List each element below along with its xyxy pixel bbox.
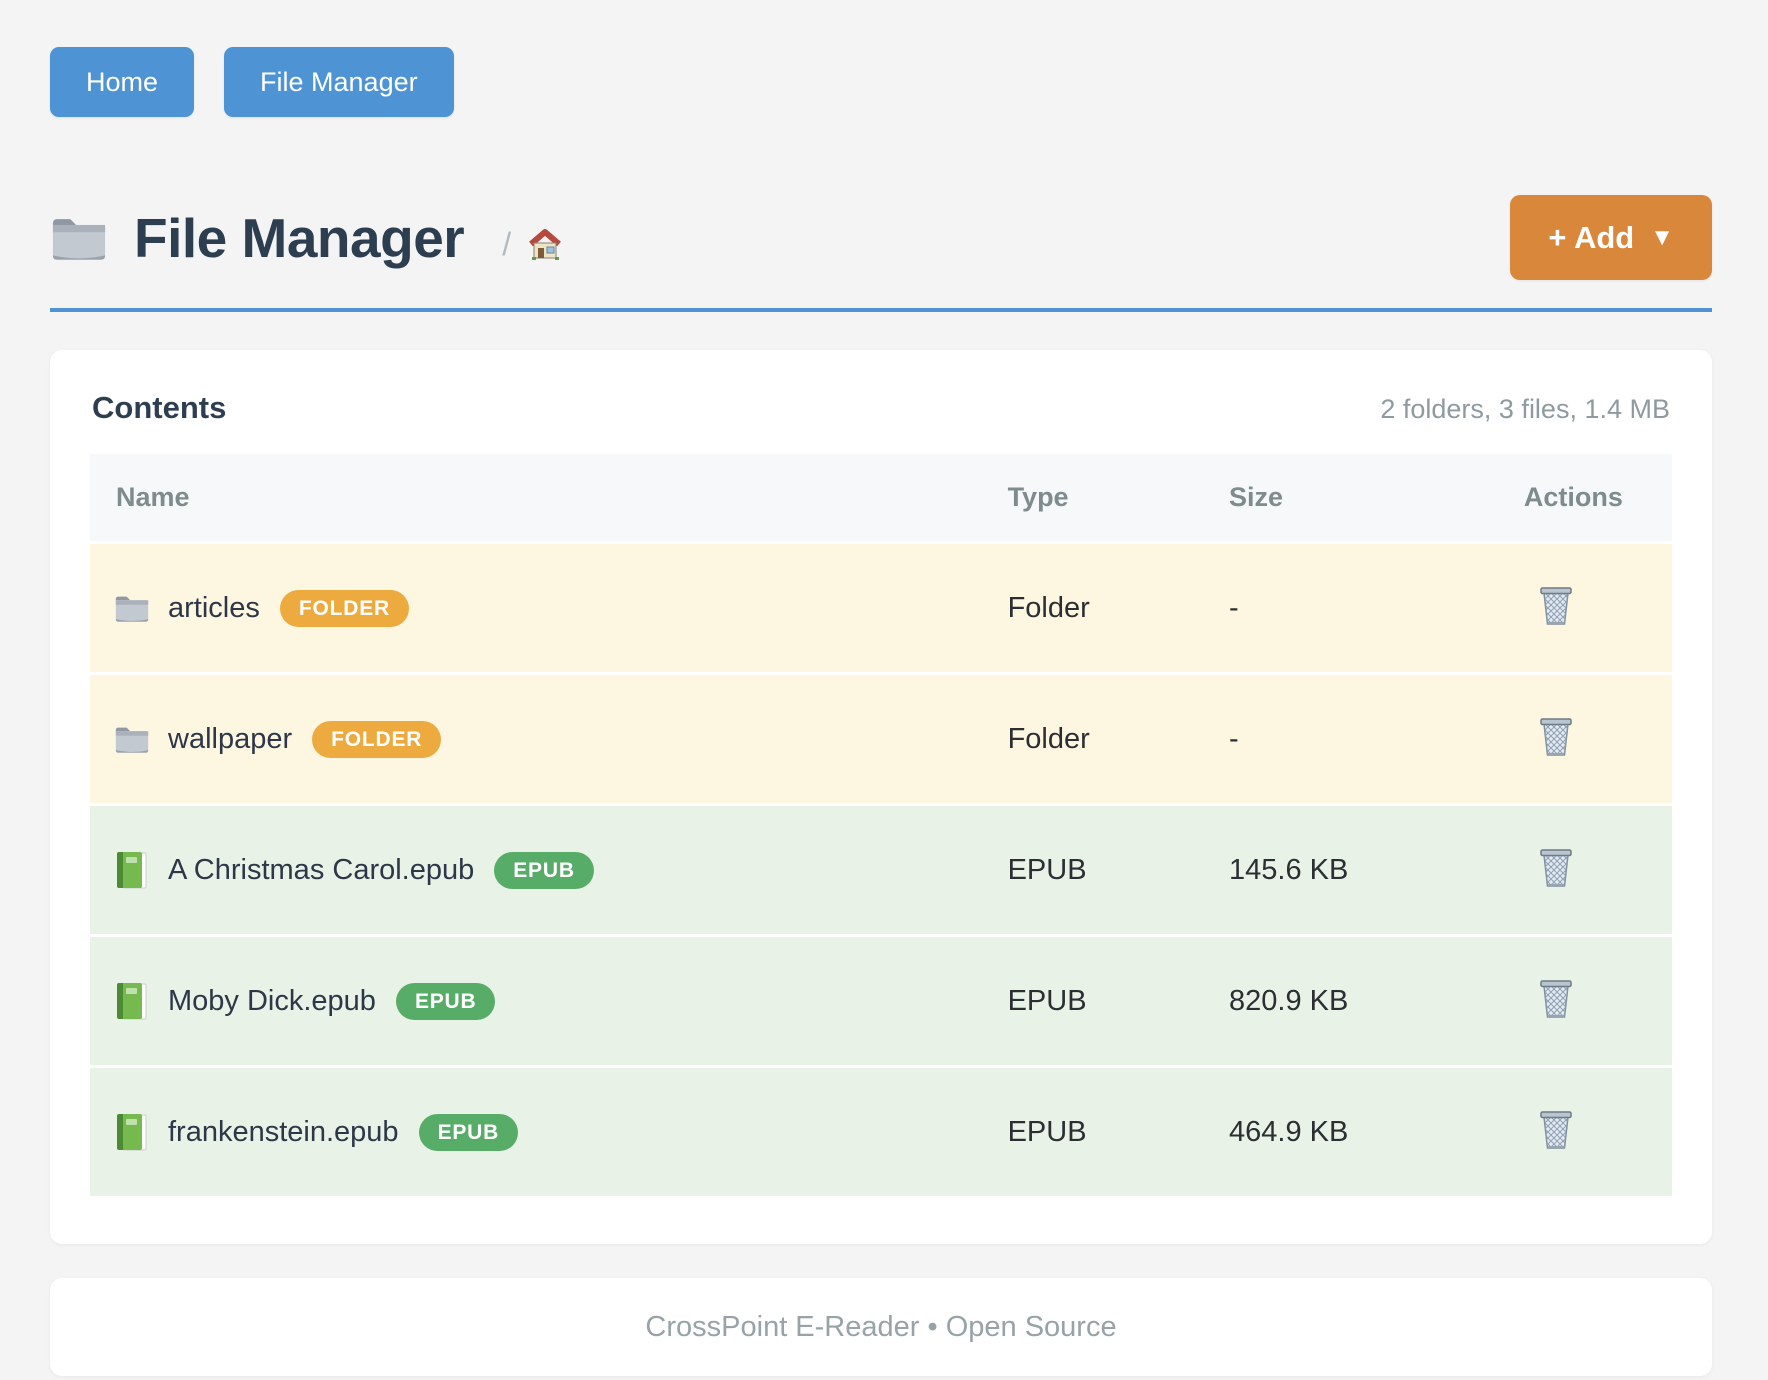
file-table: Name Type Size Actions articles FOLDER F…	[90, 454, 1672, 1196]
table-row[interactable]: articles FOLDER Folder -	[90, 542, 1672, 674]
breadcrumb-separator: /	[502, 226, 512, 262]
folder-icon	[50, 213, 108, 263]
top-nav: Home File Manager	[50, 47, 1712, 117]
file-name: Moby Dick.epub	[168, 984, 376, 1017]
type-badge: EPUB	[418, 1113, 519, 1151]
delete-button[interactable]	[1532, 973, 1580, 1025]
file-name: wallpaper	[168, 722, 293, 755]
delete-button[interactable]	[1532, 580, 1580, 632]
table-row[interactable]: A Christmas Carol.epub EPUB EPUB 145.6 K…	[90, 804, 1672, 936]
type-cell: Folder	[1007, 722, 1090, 755]
file-table-header: Name Type Size Actions	[90, 454, 1672, 543]
table-row[interactable]: Moby Dick.epub EPUB EPUB 820.9 KB	[90, 935, 1672, 1067]
folder-icon	[114, 720, 150, 758]
contents-summary: 2 folders, 3 files, 1.4 MB	[1380, 394, 1670, 424]
size-cell: 820.9 KB	[1229, 984, 1349, 1017]
name-cell: wallpaper FOLDER	[90, 674, 1008, 805]
type-cell: EPUB	[1007, 853, 1087, 886]
type-cell: EPUB	[1007, 1115, 1087, 1148]
table-body: articles FOLDER Folder -	[90, 542, 1672, 1197]
file-name: frankenstein.epub	[168, 1115, 399, 1148]
contents-card: Contents 2 folders, 3 files, 1.4 MB Name…	[50, 350, 1712, 1244]
book-icon	[114, 982, 150, 1020]
chevron-down-icon: ▼	[1650, 223, 1674, 251]
folder-icon	[114, 589, 150, 627]
book-icon	[114, 1113, 150, 1151]
file-name: articles	[168, 591, 260, 624]
table-row[interactable]: frankenstein.epub EPUB EPUB 464.9 KB	[90, 1066, 1672, 1197]
column-header-size: Size	[1229, 454, 1506, 543]
book-icon	[114, 851, 150, 889]
actions-cell	[1506, 805, 1672, 936]
title-divider	[50, 308, 1712, 312]
trash-icon	[1536, 980, 1576, 1024]
size-cell: 464.9 KB	[1229, 1115, 1349, 1148]
size-cell: -	[1229, 591, 1239, 624]
add-button[interactable]: + Add ▼	[1510, 195, 1712, 280]
footer: CrossPoint E-Reader • Open Source	[50, 1278, 1712, 1376]
page-title: File Manager	[134, 206, 465, 269]
delete-button[interactable]	[1532, 842, 1580, 894]
contents-heading: Contents	[92, 390, 227, 425]
type-badge: FOLDER	[279, 589, 409, 627]
type-cell: Folder	[1007, 591, 1090, 624]
actions-cell	[1506, 936, 1672, 1067]
delete-button[interactable]	[1532, 711, 1580, 763]
file-manager-button[interactable]: File Manager	[224, 47, 454, 117]
trash-icon	[1536, 849, 1576, 893]
file-name: A Christmas Carol.epub	[168, 853, 475, 886]
trash-icon	[1536, 1111, 1576, 1155]
column-header-actions: Actions	[1505, 454, 1672, 543]
name-cell: A Christmas Carol.epub EPUB	[90, 805, 1008, 936]
column-header-type: Type	[1007, 454, 1230, 543]
breadcrumb: /	[502, 226, 563, 263]
type-badge: FOLDER	[312, 720, 442, 758]
actions-cell	[1506, 1067, 1672, 1197]
add-button-label: + Add	[1548, 219, 1635, 255]
delete-button[interactable]	[1532, 1104, 1580, 1156]
table-row[interactable]: wallpaper FOLDER Folder -	[90, 673, 1672, 805]
type-badge: EPUB	[494, 851, 594, 889]
name-cell: articles FOLDER	[90, 543, 1008, 674]
type-cell: EPUB	[1007, 984, 1087, 1017]
actions-cell	[1506, 543, 1672, 674]
actions-cell	[1506, 674, 1672, 805]
contents-card-header: Contents 2 folders, 3 files, 1.4 MB	[90, 390, 1672, 426]
house-icon[interactable]	[527, 228, 563, 262]
size-cell: -	[1229, 722, 1239, 755]
column-header-name: Name	[90, 454, 1008, 543]
name-cell: Moby Dick.epub EPUB	[90, 936, 1008, 1067]
trash-icon	[1536, 718, 1576, 762]
home-button[interactable]: Home	[50, 47, 195, 117]
size-cell: 145.6 KB	[1229, 853, 1349, 886]
footer-text: CrossPoint E-Reader • Open Source	[645, 1310, 1117, 1343]
name-cell: frankenstein.epub EPUB	[90, 1067, 1008, 1197]
type-badge: EPUB	[395, 982, 496, 1020]
trash-icon	[1536, 587, 1576, 631]
title-row: File Manager / + Add ▼	[50, 195, 1712, 280]
